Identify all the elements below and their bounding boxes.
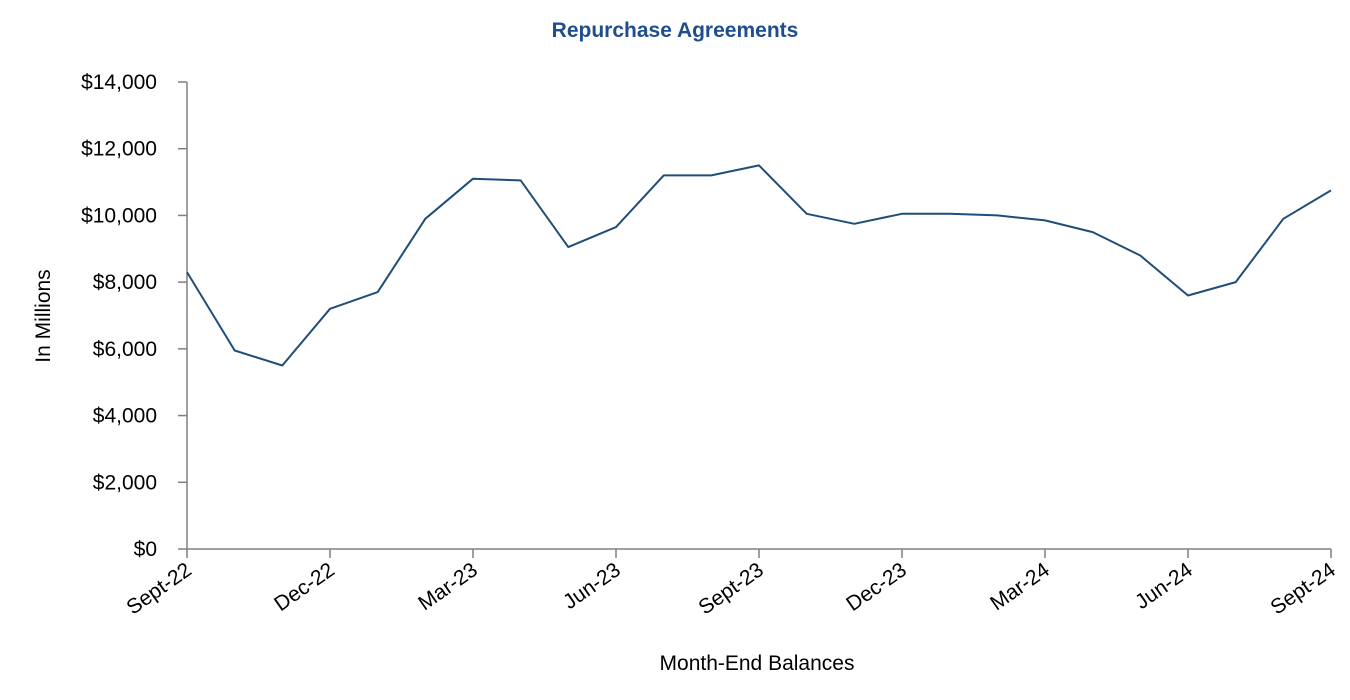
data-point bbox=[1281, 216, 1286, 221]
data-point bbox=[423, 216, 428, 221]
data-point bbox=[661, 173, 666, 178]
data-point bbox=[328, 306, 333, 311]
data-point bbox=[1090, 230, 1095, 235]
x-tick-label: Sept-24 bbox=[1266, 558, 1340, 619]
y-tick-label: $10,000 bbox=[81, 204, 157, 227]
data-point bbox=[995, 213, 1000, 218]
data-point bbox=[852, 221, 857, 226]
y-tick-label: $4,000 bbox=[93, 405, 157, 428]
y-tick-label: $12,000 bbox=[81, 138, 157, 161]
series-line bbox=[186, 164, 1332, 367]
y-tick-label: $0 bbox=[134, 538, 157, 561]
y-tick-label: $2,000 bbox=[93, 471, 157, 494]
data-point bbox=[900, 211, 905, 216]
x-tick-label: Dec-22 bbox=[270, 558, 339, 616]
plot-area bbox=[185, 163, 1334, 368]
data-point bbox=[566, 245, 571, 250]
data-point bbox=[947, 211, 952, 216]
data-point bbox=[471, 176, 476, 181]
chart-title: Repurchase Agreements bbox=[552, 19, 799, 42]
x-tick-label: Jun-23 bbox=[559, 558, 625, 614]
data-point bbox=[614, 225, 619, 230]
data-point bbox=[232, 348, 237, 353]
x-tick-label: Dec-23 bbox=[842, 558, 911, 616]
x-tick-label: Sept-22 bbox=[122, 558, 195, 619]
x-tick-label: Jun-24 bbox=[1131, 558, 1197, 614]
x-tick-label: Sept-23 bbox=[694, 558, 767, 619]
data-point bbox=[757, 163, 762, 168]
y-axis-label: In Millions bbox=[32, 269, 55, 362]
y-tick-label: $8,000 bbox=[93, 271, 157, 294]
y-tick-label: $6,000 bbox=[93, 338, 157, 361]
x-tick-label: Mar-24 bbox=[986, 558, 1054, 615]
x-axis: Sept-22 Dec-22 Mar-23 Jun-23 Sept-23 Dec-23 Ma… bbox=[122, 548, 1340, 619]
data-point bbox=[185, 270, 190, 275]
data-point bbox=[280, 363, 285, 368]
data-point bbox=[709, 173, 714, 178]
data-point bbox=[1186, 293, 1191, 298]
data-point bbox=[1138, 253, 1143, 258]
x-tick-label: Mar-23 bbox=[414, 558, 482, 615]
data-point bbox=[804, 211, 809, 216]
y-tick-label: $14,000 bbox=[81, 71, 157, 94]
data-point bbox=[518, 178, 523, 183]
y-axis: $0 $2,000 $4,000 $6,000 $8,000 $10,000 $12,000… bbox=[81, 71, 188, 561]
data-point bbox=[1329, 188, 1334, 193]
x-axis-label: Month-End Balances bbox=[660, 652, 855, 675]
data-point bbox=[1043, 218, 1048, 223]
data-point bbox=[1233, 280, 1238, 285]
data-point bbox=[375, 290, 380, 295]
